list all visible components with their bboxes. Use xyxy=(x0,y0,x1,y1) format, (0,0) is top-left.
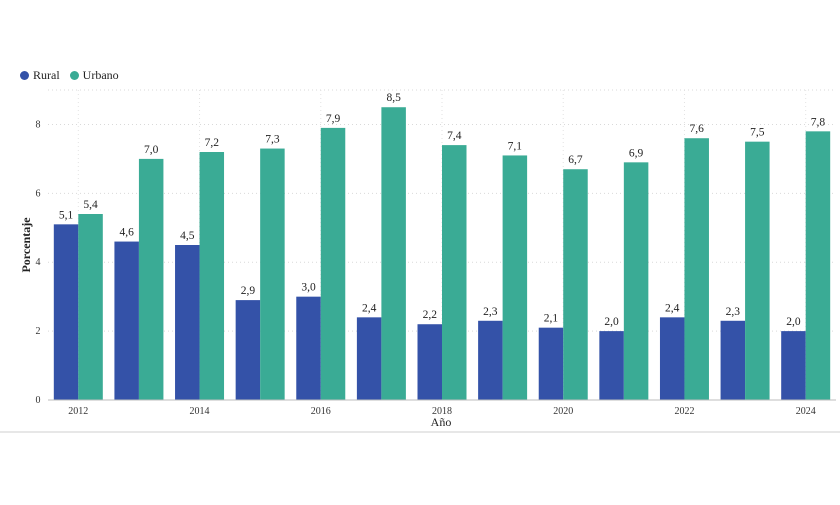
legend: Rural Urbano xyxy=(20,68,129,83)
data-label: 2,0 xyxy=(786,316,801,328)
data-label: 5,4 xyxy=(83,199,98,211)
bar-urbano xyxy=(623,162,649,400)
y-tick-label: 8 xyxy=(36,119,41,130)
bar-urbano xyxy=(745,141,770,400)
x-axis-title: Año xyxy=(431,415,452,429)
bar-rural xyxy=(296,296,321,400)
legend-swatch-urbano xyxy=(69,71,79,80)
bar-rural xyxy=(235,300,261,400)
data-label: 4,5 xyxy=(180,230,195,242)
bar-rural xyxy=(53,224,79,400)
data-label: 6,9 xyxy=(629,147,644,159)
data-label: 7,2 xyxy=(205,137,220,149)
data-label: 7,1 xyxy=(508,140,523,152)
data-label: 6,7 xyxy=(568,154,583,166)
bar-rural xyxy=(781,331,806,400)
x-tick-label: 2016 xyxy=(311,406,331,417)
bar-rural xyxy=(599,331,624,400)
legend-label-rural: Rural xyxy=(33,68,60,82)
bar-urbano xyxy=(320,127,346,400)
x-tick-label: 2024 xyxy=(796,406,816,417)
data-label: 8,5 xyxy=(386,92,401,104)
bar-rural xyxy=(175,245,200,400)
data-label: 4,6 xyxy=(119,227,134,239)
data-label: 2,3 xyxy=(483,306,498,318)
data-label: 2,0 xyxy=(604,316,619,328)
data-label: 2,2 xyxy=(423,309,438,321)
bar-rural xyxy=(417,324,442,400)
legend-label-urbano: Urbano xyxy=(82,68,119,82)
bar-urbano xyxy=(199,152,225,400)
data-label: 7,6 xyxy=(690,123,705,135)
x-tick-label: 2014 xyxy=(190,406,210,417)
bar-urbano xyxy=(381,107,406,400)
bar-rural xyxy=(478,320,503,400)
y-tick-label: 2 xyxy=(36,326,41,337)
bar-rural xyxy=(659,317,685,400)
bar-urbano xyxy=(260,148,285,400)
data-label: 7,3 xyxy=(265,134,280,146)
data-label: 3,0 xyxy=(301,282,316,294)
data-label: 2,9 xyxy=(241,285,256,297)
data-label: 7,9 xyxy=(326,113,341,125)
y-tick-label: 0 xyxy=(36,395,41,406)
x-tick-label: 2020 xyxy=(553,406,573,417)
y-axis-title: Porcentaje xyxy=(19,217,33,273)
bar-urbano xyxy=(78,214,103,400)
bar-urbano xyxy=(138,158,164,400)
legend-swatch-rural xyxy=(20,71,29,80)
data-label: 7,8 xyxy=(811,116,826,128)
y-tick-label: 6 xyxy=(36,188,41,199)
x-tick-label: 2018 xyxy=(432,406,452,417)
bar-urbano xyxy=(442,145,467,400)
bar-rural xyxy=(356,317,382,400)
data-label: 5,1 xyxy=(59,209,74,221)
data-label: 2,4 xyxy=(362,302,377,314)
bar-rural xyxy=(114,241,139,400)
data-label: 7,0 xyxy=(144,144,159,156)
bar-rural xyxy=(720,320,746,400)
data-label: 7,5 xyxy=(750,127,765,139)
data-label: 2,1 xyxy=(544,313,559,325)
bar-urbano xyxy=(502,155,528,400)
legend-item-urbano: Urbano xyxy=(69,68,119,83)
bar-urbano xyxy=(805,131,831,401)
x-tick-label: 2022 xyxy=(674,406,694,417)
data-label: 2,3 xyxy=(726,306,741,318)
data-label: 2,4 xyxy=(665,302,680,314)
bar-urbano xyxy=(563,169,588,400)
bar-urbano xyxy=(684,138,709,400)
x-tick-label: 2012 xyxy=(68,406,88,417)
legend-item-rural: Rural xyxy=(20,68,60,83)
data-label: 7,4 xyxy=(447,130,462,142)
y-tick-label: 4 xyxy=(36,257,41,268)
bar-rural xyxy=(538,327,564,400)
